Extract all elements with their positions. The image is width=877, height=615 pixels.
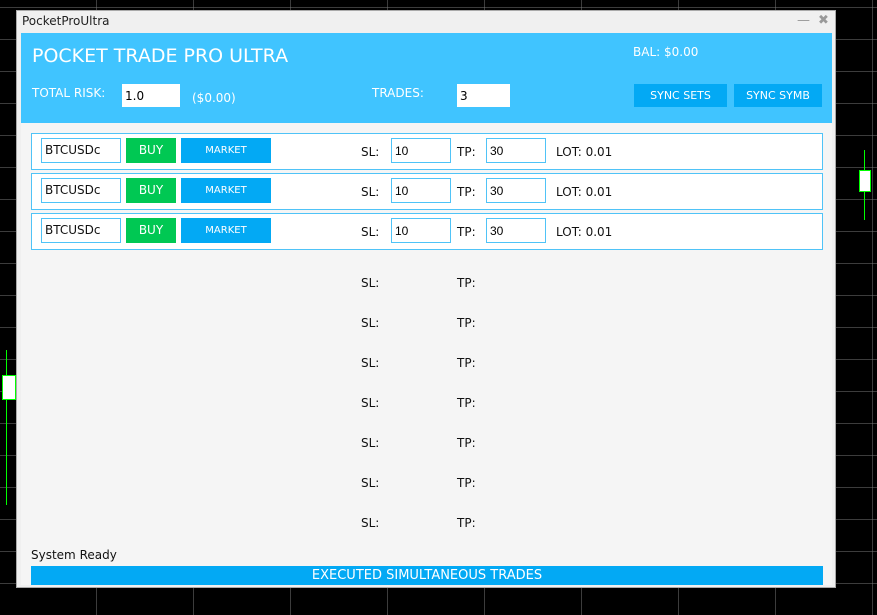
order-type-button[interactable]: MARKET [181,178,271,203]
tp-label: TP: [457,185,476,199]
total-risk-label: TOTAL RISK: [32,86,106,100]
tp-label: TP: [457,225,476,239]
empty-tp-label: TP: [457,356,476,370]
empty-tp-label: TP: [457,276,476,290]
trades-label: TRADES: [372,86,424,100]
order-type-button[interactable]: MARKET [181,138,271,163]
trades-input[interactable] [457,84,510,107]
trade-row: BTCUSDc BUY MARKET SL: TP: LOT: 0.01 [31,213,823,250]
side-button[interactable]: BUY [126,138,176,163]
sl-label: SL: [361,185,380,199]
order-type-button[interactable]: MARKET [181,218,271,243]
app-window: PocketProUltra — ✖ POCKET TRADE PRO ULTR… [16,10,836,588]
empty-sl-label: SL: [361,316,380,330]
risk-amount: ($0.00) [192,91,236,105]
total-risk-input[interactable] [122,84,180,107]
symbol-input[interactable]: BTCUSDc [41,218,121,243]
sl-input[interactable] [391,178,451,203]
empty-tp-label: TP: [457,436,476,450]
sl-label: SL: [361,225,380,239]
trade-panel: BTCUSDc BUY MARKET SL: TP: LOT: 0.01BTCU… [21,123,832,585]
sync-sets-button[interactable]: SYNC SETS [634,84,727,107]
title-bar[interactable]: PocketProUltra — ✖ [17,11,835,33]
empty-sl-label: SL: [361,436,380,450]
symbol-input[interactable]: BTCUSDc [41,138,121,163]
tp-input[interactable] [486,138,546,163]
lot-label: LOT: 0.01 [556,185,613,199]
empty-tp-label: TP: [457,396,476,410]
lot-label: LOT: 0.01 [556,145,613,159]
empty-sl-label: SL: [361,356,380,370]
balance-label: BAL: $0.00 [633,45,699,59]
empty-sl-label: SL: [361,516,380,530]
sl-input[interactable] [391,138,451,163]
empty-tp-label: TP: [457,316,476,330]
empty-sl-label: SL: [361,276,380,290]
trade-row: BTCUSDc BUY MARKET SL: TP: LOT: 0.01 [31,173,823,210]
symbol-input[interactable]: BTCUSDc [41,178,121,203]
close-icon[interactable]: ✖ [818,13,829,28]
lot-label: LOT: 0.01 [556,225,613,239]
tp-input[interactable] [486,178,546,203]
app-title: POCKET TRADE PRO ULTRA [32,45,289,67]
candle [859,170,871,192]
side-button[interactable]: BUY [126,178,176,203]
empty-tp-label: TP: [457,476,476,490]
sl-input[interactable] [391,218,451,243]
trade-row: BTCUSDc BUY MARKET SL: TP: LOT: 0.01 [31,133,823,170]
tp-label: TP: [457,145,476,159]
candle [2,375,16,400]
tp-input[interactable] [486,218,546,243]
header-panel: POCKET TRADE PRO ULTRA BAL: $0.00 TOTAL … [21,33,832,123]
empty-sl-label: SL: [361,476,380,490]
minimize-icon[interactable]: — [797,13,810,28]
empty-tp-label: TP: [457,516,476,530]
execute-button[interactable]: EXECUTED SIMULTANEOUS TRADES [31,566,823,585]
candle-wick [6,350,7,505]
sl-label: SL: [361,145,380,159]
sync-symb-button[interactable]: SYNC SYMB [734,84,822,107]
window-title: PocketProUltra [22,14,110,28]
side-button[interactable]: BUY [126,218,176,243]
empty-sl-label: SL: [361,396,380,410]
status-text: System Ready [31,548,117,562]
